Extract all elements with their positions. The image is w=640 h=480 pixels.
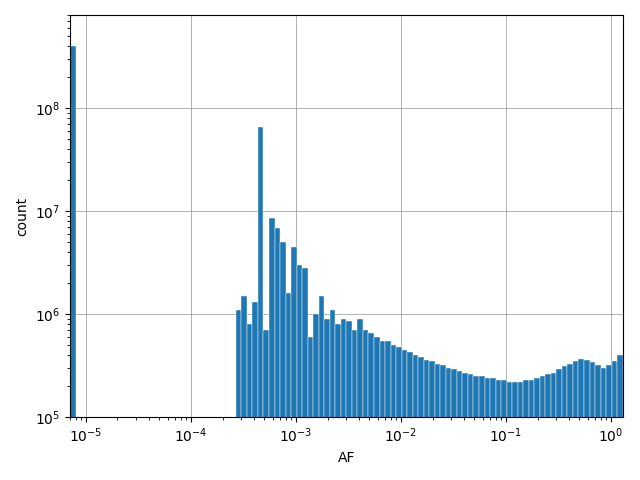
- Bar: [468, 374, 474, 480]
- Bar: [457, 371, 463, 480]
- Bar: [512, 382, 518, 480]
- Bar: [484, 378, 490, 480]
- Bar: [352, 330, 357, 480]
- Bar: [291, 247, 297, 480]
- Bar: [70, 46, 76, 480]
- Bar: [341, 319, 346, 480]
- Bar: [606, 365, 612, 480]
- Bar: [573, 361, 579, 480]
- Bar: [330, 310, 335, 480]
- Bar: [529, 380, 534, 480]
- Bar: [612, 361, 617, 480]
- Bar: [540, 376, 545, 480]
- Bar: [402, 350, 407, 480]
- Bar: [463, 372, 468, 480]
- Bar: [617, 355, 623, 480]
- Bar: [413, 355, 418, 480]
- Bar: [269, 218, 275, 480]
- Bar: [495, 380, 501, 480]
- Bar: [369, 334, 374, 480]
- Bar: [545, 374, 551, 480]
- Bar: [324, 319, 330, 480]
- Bar: [374, 337, 380, 480]
- Bar: [319, 296, 324, 480]
- Bar: [357, 319, 363, 480]
- X-axis label: AF: AF: [337, 451, 355, 465]
- Bar: [524, 380, 529, 480]
- Bar: [258, 127, 264, 480]
- Bar: [474, 376, 479, 480]
- Bar: [264, 330, 269, 480]
- Bar: [390, 345, 396, 480]
- Bar: [241, 296, 247, 480]
- Bar: [363, 330, 369, 480]
- Bar: [407, 352, 413, 480]
- Bar: [435, 364, 440, 480]
- Bar: [275, 228, 280, 480]
- Bar: [556, 370, 562, 480]
- Bar: [396, 347, 402, 480]
- Bar: [308, 337, 313, 480]
- Bar: [589, 362, 595, 480]
- Bar: [346, 322, 352, 480]
- Bar: [385, 341, 390, 480]
- Bar: [551, 372, 556, 480]
- Bar: [600, 368, 606, 480]
- Bar: [424, 360, 429, 480]
- Bar: [584, 360, 589, 480]
- Bar: [440, 365, 446, 480]
- Bar: [490, 378, 495, 480]
- Bar: [297, 265, 302, 480]
- Bar: [302, 268, 308, 480]
- Bar: [451, 370, 457, 480]
- Bar: [518, 382, 524, 480]
- Bar: [595, 365, 600, 480]
- Bar: [380, 341, 385, 480]
- Bar: [479, 376, 484, 480]
- Bar: [335, 324, 341, 480]
- Bar: [579, 359, 584, 480]
- Bar: [285, 293, 291, 480]
- Bar: [568, 364, 573, 480]
- Y-axis label: count: count: [15, 196, 29, 236]
- Bar: [446, 368, 451, 480]
- Bar: [501, 380, 507, 480]
- Bar: [507, 382, 512, 480]
- Bar: [236, 310, 241, 480]
- Bar: [252, 302, 258, 480]
- Bar: [429, 361, 435, 480]
- Bar: [534, 378, 540, 480]
- Bar: [280, 242, 285, 480]
- Bar: [247, 324, 252, 480]
- Bar: [562, 367, 568, 480]
- Bar: [418, 358, 424, 480]
- Bar: [313, 314, 319, 480]
